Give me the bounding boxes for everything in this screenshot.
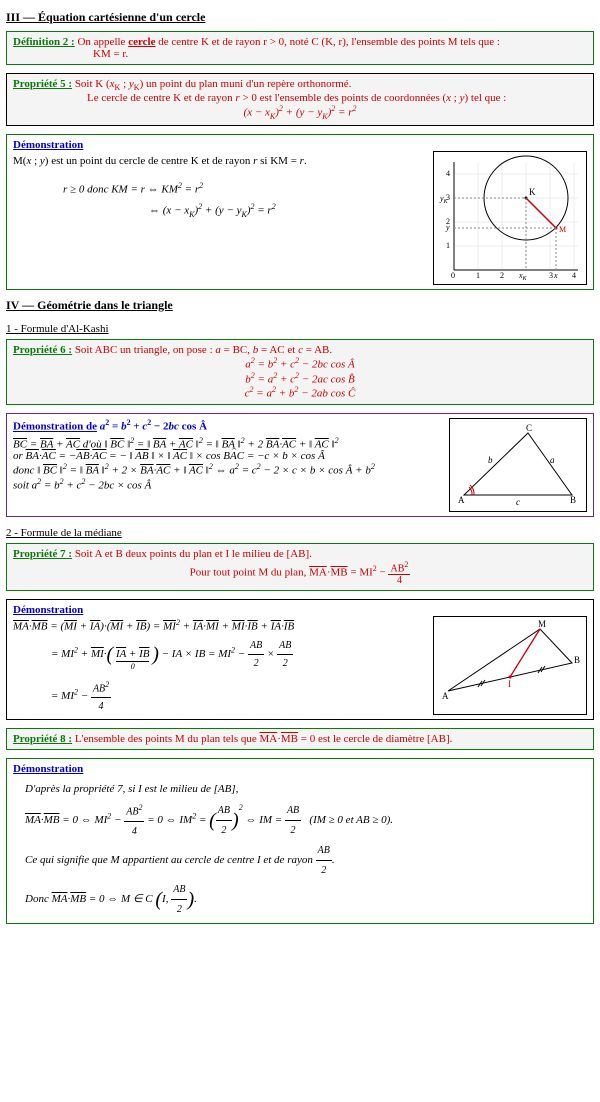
property-6-label: Propriété 6 : <box>13 344 72 356</box>
demo-1-figure: K M 012 xK 3 x 4 <box>433 151 587 285</box>
svg-text:K: K <box>529 187 536 197</box>
svg-text:y: y <box>445 223 450 232</box>
sub-1-title: 1 - Formule d'Al-Kashi <box>6 323 594 335</box>
svg-text:4: 4 <box>446 169 450 178</box>
svg-text:B: B <box>570 495 576 505</box>
property-6-text: Soit ABC un triangle, on pose : a = BC, … <box>13 344 587 400</box>
property-5-label: Propriété 5 : <box>13 78 72 90</box>
demonstration-2-box: Démonstration de a2 = b2 + c2 − 2bc cos … <box>6 413 594 517</box>
demo-3-label: Démonstration <box>13 604 587 616</box>
svg-text:0: 0 <box>451 271 455 280</box>
svg-text:4: 4 <box>572 271 576 280</box>
demo-1-body: M(x ; y) est un point du cercle de centr… <box>13 151 425 285</box>
svg-text:B: B <box>574 655 580 665</box>
property-7-text: Soit A et B deux points du plan et I le … <box>13 548 587 586</box>
demonstration-4-box: Démonstration D'après la propriété 7, si… <box>6 758 594 924</box>
svg-text:C: C <box>526 423 532 433</box>
svg-text:I: I <box>508 679 511 689</box>
property-8-text: L'ensemble des points M du plan tels que… <box>75 733 453 745</box>
demo-4-body: D'après la propriété 7, si I est le mili… <box>25 779 587 919</box>
section-iii-title: III — Équation cartésienne d'un cercle <box>6 10 594 25</box>
demo-2-body: Démonstration de a2 = b2 + c2 − 2bc cos … <box>13 418 441 512</box>
svg-text:3: 3 <box>446 193 450 202</box>
svg-text:x: x <box>553 271 558 280</box>
svg-text:3: 3 <box>549 271 553 280</box>
svg-text:1: 1 <box>446 241 450 250</box>
property-8-box: Propriété 8 : L'ensemble des points M du… <box>6 728 594 750</box>
sub-2-title: 2 - Formule de la médiane <box>6 527 594 539</box>
demo-3-figure: A B M I <box>433 616 587 715</box>
property-7-label: Propriété 7 : <box>13 548 72 560</box>
svg-text:1: 1 <box>476 271 480 280</box>
svg-text:c: c <box>516 497 520 507</box>
svg-text:M: M <box>538 619 546 629</box>
definition-2-text: On appelle cercle de centre K et de rayo… <box>13 36 500 60</box>
demo-2-figure: A B C b a c <box>449 418 587 512</box>
svg-text:2: 2 <box>500 271 504 280</box>
property-5-box: Propriété 5 : Soit K (xK ; yK) un point … <box>6 73 594 126</box>
definition-2-label: Définition 2 : <box>13 36 75 48</box>
property-6-box: Propriété 6 : Soit ABC un triangle, on p… <box>6 339 594 405</box>
svg-text:A: A <box>458 495 465 505</box>
svg-text:M: M <box>559 225 566 234</box>
def2-prefix: On appelle <box>77 36 128 48</box>
demonstration-1-box: Démonstration M(x ; y) est un point du c… <box>6 134 594 290</box>
demo-1-label: Démonstration <box>13 139 587 151</box>
property-8-label: Propriété 8 : <box>13 733 72 745</box>
property-5-text: Soit K (xK ; yK) un point du plan muni d… <box>13 78 587 121</box>
def2-eq: KM = r. <box>93 48 128 60</box>
demo3-underlabel: 0 <box>131 662 135 671</box>
demonstration-3-box: Démonstration MA·MB = (MI + IA)·(MI + IB… <box>6 599 594 720</box>
def2-bold: cercle <box>128 36 155 48</box>
demo4-line1: D'après la propriété 7, si I est le mili… <box>25 779 587 800</box>
svg-text:A: A <box>442 691 449 701</box>
definition-2-box: Définition 2 : On appelle cercle de cent… <box>6 31 594 65</box>
def2-rest: de centre K et de rayon r > 0, noté C (K… <box>155 36 500 48</box>
svg-text:b: b <box>488 455 493 465</box>
section-iv-title: IV — Géométrie dans le triangle <box>6 298 594 313</box>
demo-4-label: Démonstration <box>13 763 587 775</box>
svg-text:a: a <box>550 455 555 465</box>
demo-3-body: MA·MB = (MI + IA)·(MI + IB) = MI2 + IA·M… <box>13 616 425 715</box>
property-7-box: Propriété 7 : Soit A et B deux points du… <box>6 543 594 591</box>
